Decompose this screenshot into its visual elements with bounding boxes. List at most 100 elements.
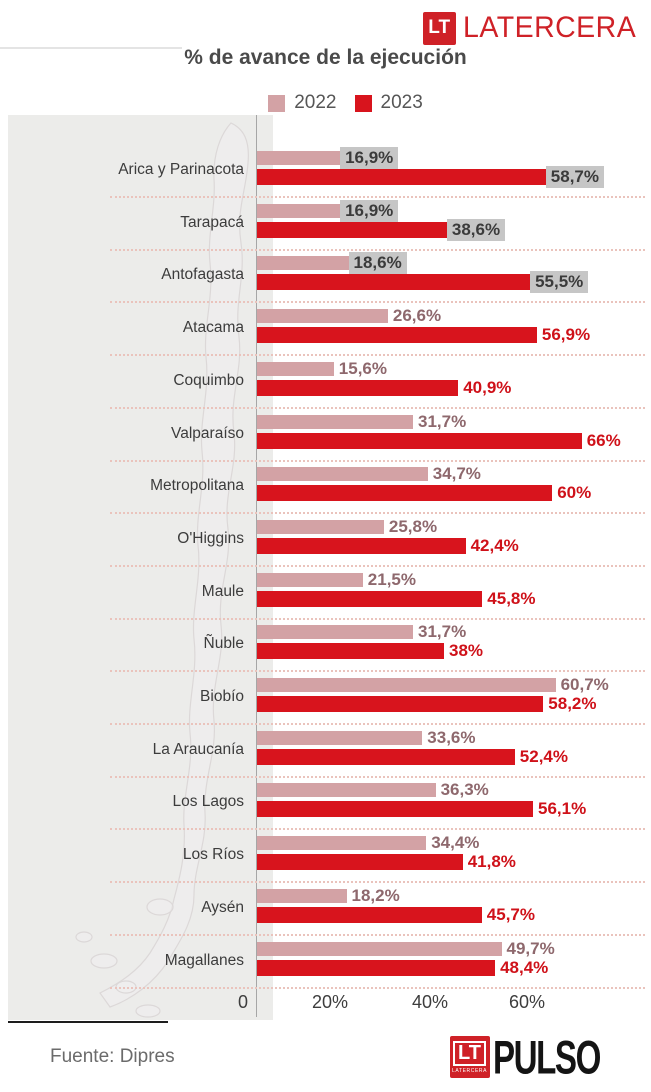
plot-background — [8, 115, 273, 1020]
value-label-2022: 31,7% — [418, 622, 467, 641]
region-label: Los Lagos — [172, 793, 244, 810]
x-tick-label: 60% — [508, 992, 546, 1012]
region-row: Biobío 60,7% 58,2% — [0, 672, 651, 725]
bar-2023 — [257, 854, 463, 870]
bar-2022 — [257, 415, 413, 429]
value-label-2023: 66% — [586, 431, 621, 450]
value-label-2023: 58,7% — [545, 166, 604, 188]
region-label: Maule — [201, 583, 244, 600]
region-label: Tarapacá — [180, 214, 244, 231]
row-separator — [110, 565, 645, 567]
region-label: Valparaíso — [171, 425, 244, 442]
chart-title: % de avance de la ejecución — [184, 46, 467, 69]
row-separator — [110, 987, 645, 989]
legend-swatch-2022 — [268, 94, 286, 112]
value-label-2022: 36,3% — [440, 780, 489, 799]
bar-2023 — [257, 749, 515, 765]
region-label: Coquimbo — [173, 372, 244, 389]
region-row: Ñuble 31,7% 38% — [0, 619, 651, 672]
bar-2023 — [257, 538, 466, 554]
region-label: Atacama — [182, 319, 244, 336]
legend-label-2023: 2023 — [380, 92, 423, 113]
value-label-2022: 31,7% — [418, 412, 467, 431]
value-label-2022: 34,4% — [431, 833, 480, 852]
bar-2022 — [257, 256, 349, 270]
value-label-2023: 40,9% — [463, 378, 512, 397]
value-label-2022: 34,7% — [432, 464, 481, 483]
bar-2022 — [257, 942, 502, 956]
row-separator — [110, 934, 645, 936]
legend-swatch-2023 — [354, 94, 372, 112]
value-label-2022: 21,5% — [367, 570, 416, 589]
region-row: Tarapacá 16,9% 38,6% — [0, 198, 651, 251]
lt-box-icon: LT LATERCERA — [449, 1036, 490, 1078]
bar-2023 — [257, 591, 483, 607]
region-row: Los Lagos 36,3% 56,1% — [0, 777, 651, 830]
brand-name: LATERCERA — [462, 11, 636, 44]
region-row: Aysén 18,2% 45,7% — [0, 883, 651, 936]
row-separator — [110, 723, 645, 725]
bar-2023 — [257, 485, 553, 501]
lt-letters: LT — [453, 1040, 486, 1066]
value-label-2023: 56,9% — [541, 325, 591, 344]
footer-rule — [8, 1021, 168, 1023]
bar-2023 — [257, 801, 533, 817]
bar-2022 — [257, 889, 347, 903]
pulso-logo: LT LATERCERA PULSO — [449, 1030, 641, 1084]
value-label-2023: 38% — [449, 641, 484, 660]
bar-2023 — [257, 433, 582, 449]
region-row: Valparaíso 31,7% 66% — [0, 409, 651, 462]
region-row: Maule 21,5% 45,8% — [0, 567, 651, 620]
region-row: La Araucanía 33,6% 52,4% — [0, 725, 651, 778]
region-row: Metropolitana 34,7% 60% — [0, 461, 651, 514]
value-label-2023: 41,8% — [467, 852, 516, 871]
bar-2023 — [257, 960, 496, 976]
value-label-2022: 18,6% — [348, 252, 407, 274]
value-label-2023: 55,5% — [530, 271, 589, 293]
value-label-2022: 60,7% — [560, 675, 609, 694]
x-tick-label: 20% — [311, 992, 349, 1012]
value-label-2022: 16,9% — [340, 200, 399, 222]
value-label-2022: 25,8% — [388, 517, 438, 536]
lt-box-icon: LT — [422, 11, 456, 45]
value-label-2023: 52,4% — [519, 747, 568, 766]
region-label: Biobío — [200, 688, 244, 705]
x-tick-label: 40% — [411, 992, 449, 1012]
region-label: Aysén — [201, 899, 244, 916]
region-row: Magallanes 49,7% 48,4% — [0, 936, 651, 989]
row-separator — [110, 512, 645, 514]
row-separator — [110, 354, 645, 356]
row-separator — [110, 460, 645, 462]
value-label-2022: 15,6% — [338, 359, 387, 378]
region-label: O'Higgins — [177, 530, 244, 547]
bar-2022 — [257, 573, 363, 587]
bar-2022 — [257, 362, 334, 376]
region-row: Coquimbo 15,6% 40,9% — [0, 356, 651, 409]
chart-legend: 2022 2023 — [0, 92, 651, 114]
bar-2022 — [257, 678, 556, 692]
bar-2023 — [257, 380, 459, 396]
header-rule — [0, 47, 182, 49]
value-label-2022: 18,2% — [351, 886, 400, 905]
row-separator — [110, 776, 645, 778]
bar-2022 — [257, 309, 388, 323]
region-label: Metropolitana — [150, 477, 244, 494]
value-label-2023: 42,4% — [470, 536, 519, 555]
row-separator — [110, 196, 645, 198]
bar-2023 — [257, 327, 537, 343]
bar-2023 — [257, 907, 482, 923]
region-row: Arica y Parinacota 16,9% 58,7% — [0, 145, 651, 198]
row-separator — [110, 618, 645, 620]
pulso-wordmark: PULSO — [492, 1030, 601, 1084]
row-separator — [110, 670, 645, 672]
row-separator — [110, 828, 645, 830]
value-label-2022: 16,9% — [340, 147, 399, 169]
region-label: Los Ríos — [182, 846, 244, 863]
value-label-2023: 48,4% — [500, 958, 549, 977]
row-separator — [110, 881, 645, 883]
bar-2023 — [257, 222, 447, 238]
region-label: Antofagasta — [161, 266, 244, 283]
value-label-2022: 26,6% — [392, 306, 442, 325]
region-row: Los Ríos 34,4% 41,8% — [0, 830, 651, 883]
